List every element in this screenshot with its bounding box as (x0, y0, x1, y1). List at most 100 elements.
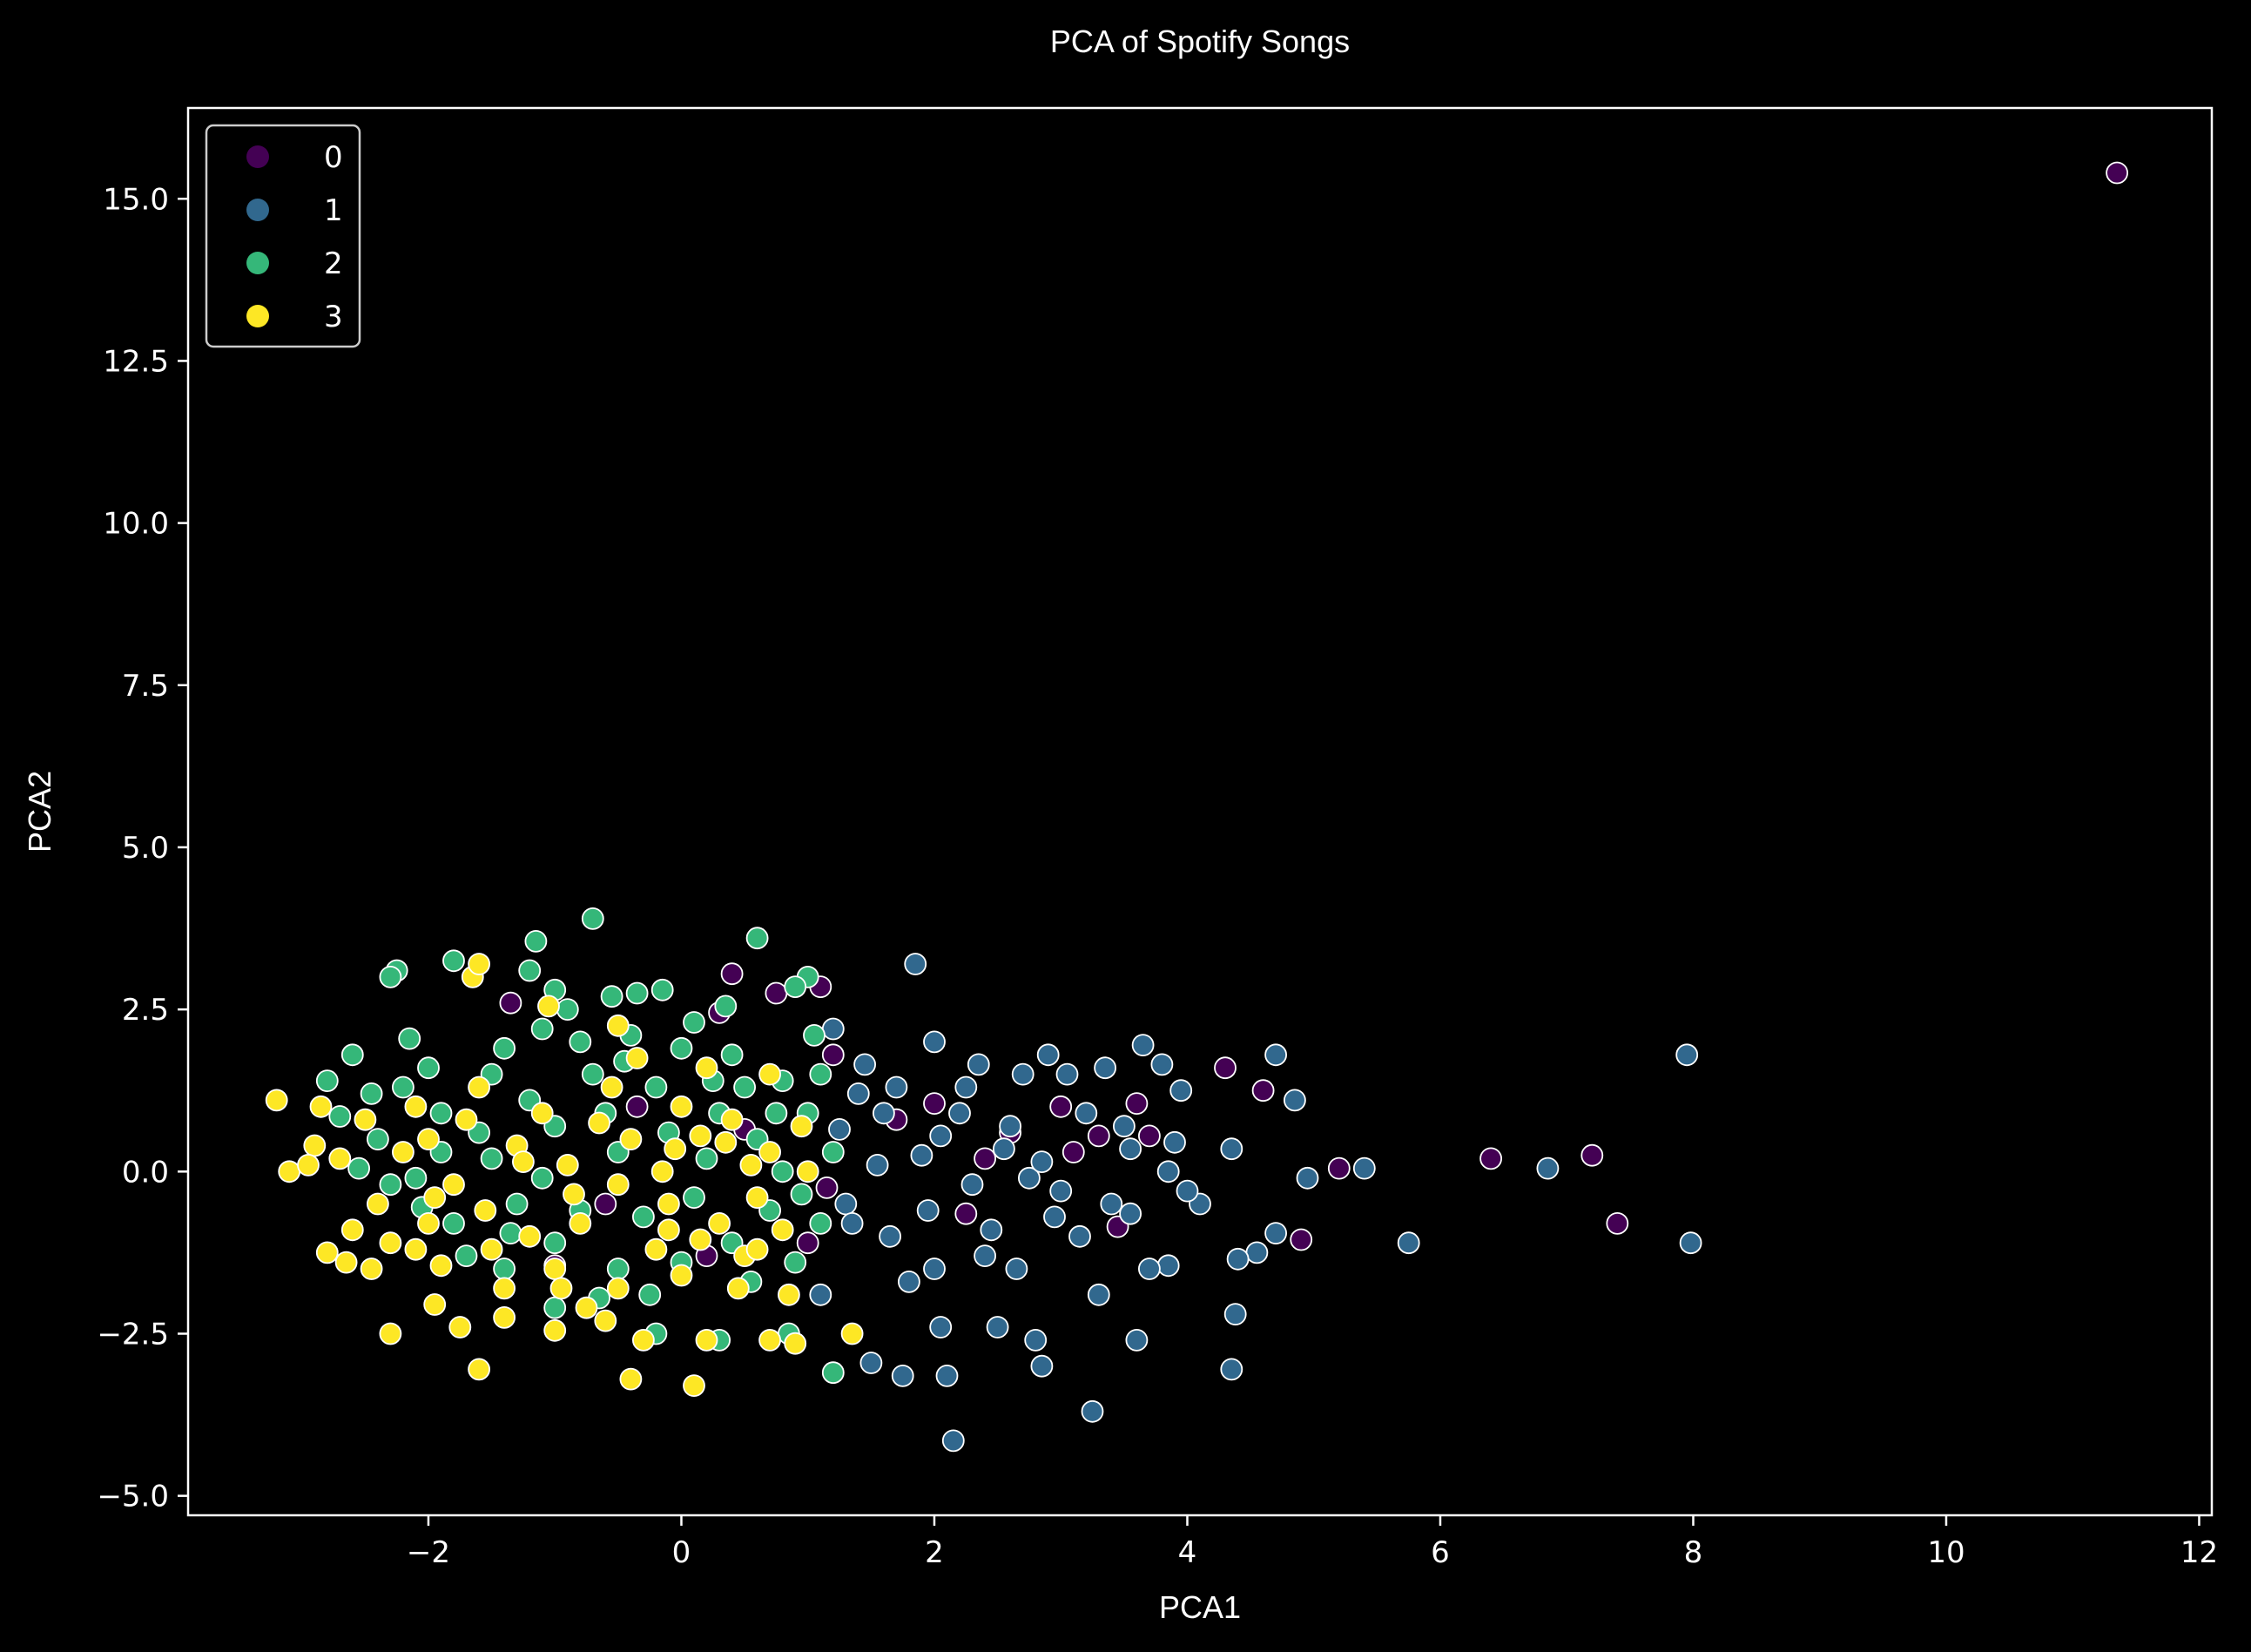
point-cluster-3 (417, 1128, 440, 1150)
y-tick-label: 10.0 (103, 507, 169, 542)
point-cluster-1 (1075, 1102, 1098, 1125)
point-cluster-1 (1030, 1150, 1054, 1173)
point-cluster-3 (537, 995, 560, 1018)
point-cluster-2 (505, 1192, 529, 1216)
point-cluster-3 (606, 1277, 630, 1300)
y-tick-label: −2.5 (97, 1317, 169, 1352)
point-cluster-2 (499, 1222, 522, 1244)
point-cluster-2 (530, 1017, 554, 1041)
x-tick-label: 0 (672, 1535, 691, 1570)
point-cluster-3 (790, 1115, 813, 1138)
point-cluster-3 (391, 1141, 414, 1163)
point-cluster-2 (784, 1251, 807, 1274)
point-cluster-2 (771, 1160, 794, 1183)
point-cluster-0 (923, 1092, 946, 1115)
point-cluster-1 (986, 1316, 1009, 1338)
point-cluster-0 (765, 981, 788, 1005)
point-cluster-3 (689, 1228, 712, 1251)
point-cluster-3 (549, 1277, 573, 1300)
point-cluster-2 (556, 998, 579, 1021)
point-cluster-1 (840, 1212, 864, 1235)
point-cluster-1 (1150, 1053, 1174, 1076)
legend-marker-1 (246, 199, 269, 221)
point-cluster-1 (846, 1082, 870, 1105)
point-cluster-2 (600, 985, 623, 1008)
point-cluster-3 (594, 1309, 617, 1332)
point-cluster-3 (379, 1322, 402, 1345)
point-cluster-1 (1679, 1231, 1702, 1255)
point-cluster-3 (480, 1237, 503, 1261)
point-cluster-2 (417, 1056, 440, 1080)
point-cluster-1 (1536, 1156, 1560, 1180)
x-axis: −2 0 2 4 6 8 10 12 (407, 1515, 2218, 1570)
point-cluster-3 (417, 1212, 440, 1235)
point-cluster-1 (1138, 1258, 1161, 1280)
point-cluster-2 (683, 1011, 705, 1034)
point-cluster-0 (796, 1231, 819, 1255)
point-cluster-3 (745, 1186, 769, 1209)
point-cluster-3 (588, 1111, 610, 1135)
point-cluster-3 (563, 1183, 585, 1206)
plot-frame (186, 106, 2214, 1517)
point-cluster-1 (1223, 1303, 1247, 1325)
point-cluster-3 (429, 1254, 453, 1278)
point-cluster-2 (328, 1105, 352, 1128)
y-tick-label: 5.0 (122, 831, 169, 866)
point-cluster-1 (1264, 1043, 1287, 1067)
point-cluster-1 (999, 1115, 1021, 1138)
point-cluster-2 (625, 981, 649, 1005)
point-cluster-3 (512, 1150, 535, 1173)
y-tick-label: 12.5 (103, 344, 169, 379)
point-cluster-0 (1479, 1147, 1502, 1170)
point-cluster-1 (929, 1316, 953, 1338)
legend-box (205, 124, 361, 348)
point-cluster-0 (815, 1177, 839, 1199)
point-cluster-3 (657, 1218, 680, 1242)
point-cluster-2 (765, 1102, 788, 1125)
point-cluster-2 (803, 1024, 826, 1047)
point-cluster-1 (1176, 1179, 1199, 1203)
point-cluster-3 (379, 1231, 402, 1255)
point-cluster-2 (543, 1296, 567, 1319)
point-cluster-1 (1245, 1241, 1269, 1264)
y-tick-label: 15.0 (103, 182, 169, 217)
point-cluster-1 (1049, 1179, 1073, 1203)
point-cluster-2 (340, 1043, 364, 1067)
point-cluster-1 (1397, 1231, 1420, 1255)
point-cluster-1 (1220, 1358, 1243, 1381)
point-cluster-1 (1163, 1130, 1186, 1154)
point-cluster-0 (1327, 1156, 1351, 1180)
point-cluster-3 (354, 1108, 377, 1131)
point-cluster-1 (935, 1365, 959, 1387)
point-cluster-3 (404, 1095, 428, 1118)
chart-title: PCA of Spotify Songs (1050, 24, 1350, 59)
point-cluster-3 (340, 1218, 364, 1242)
point-cluster-1 (929, 1124, 953, 1148)
point-cluster-1 (1024, 1329, 1048, 1352)
point-cluster-1 (898, 1271, 920, 1293)
point-cluster-1 (993, 1137, 1015, 1161)
point-cluster-2 (821, 1141, 845, 1163)
point-cluster-0 (1251, 1079, 1275, 1102)
point-cluster-2 (315, 1069, 339, 1092)
x-tick-label: 2 (925, 1535, 944, 1570)
point-cluster-1 (1036, 1043, 1060, 1067)
point-cluster-2 (530, 1166, 554, 1190)
legend: 0 1 2 3 (205, 124, 361, 348)
point-cluster-3 (664, 1137, 687, 1161)
point-cluster-0 (1138, 1124, 1161, 1148)
point-cluster-2 (493, 1258, 516, 1280)
point-cluster-3 (840, 1322, 864, 1345)
point-cluster-3 (360, 1258, 383, 1280)
point-cluster-3 (619, 1367, 643, 1391)
point-cluster-2 (638, 1283, 662, 1306)
point-cluster-3 (468, 953, 490, 975)
y-tick-label: 0.0 (122, 1155, 169, 1190)
point-cluster-1 (1169, 1079, 1193, 1102)
point-cluster-2 (391, 1075, 414, 1099)
point-cluster-3 (619, 1128, 643, 1150)
point-cluster-2 (790, 1183, 813, 1206)
point-cluster-3 (745, 1237, 769, 1261)
